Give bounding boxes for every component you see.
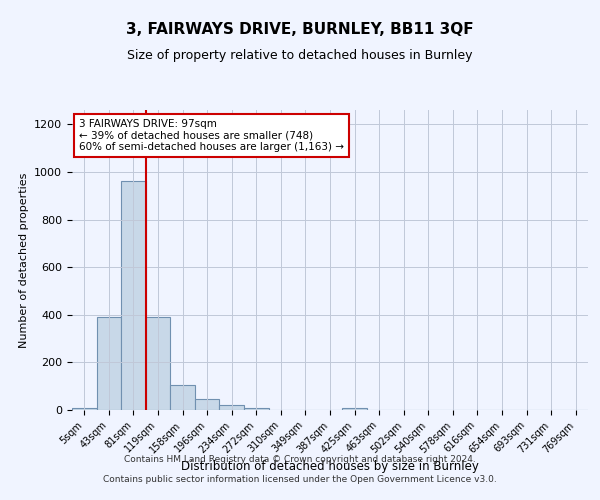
Bar [97, 317, 121, 410]
Text: 3 FAIRWAYS DRIVE: 97sqm
← 39% of detached houses are smaller (748)
60% of semi-d: 3 FAIRWAYS DRIVE: 97sqm ← 39% of detache… [79, 119, 344, 152]
Bar [121, 182, 146, 410]
Bar [195, 398, 220, 410]
Y-axis label: Number of detached properties: Number of detached properties [19, 172, 29, 348]
Text: Size of property relative to detached houses in Burnley: Size of property relative to detached ho… [127, 48, 473, 62]
Text: Contains public sector information licensed under the Open Government Licence v3: Contains public sector information licen… [103, 476, 497, 484]
Bar [220, 405, 244, 410]
Text: 3, FAIRWAYS DRIVE, BURNLEY, BB11 3QF: 3, FAIRWAYS DRIVE, BURNLEY, BB11 3QF [126, 22, 474, 38]
Bar [72, 408, 97, 410]
Bar [244, 408, 269, 410]
Bar [146, 317, 170, 410]
Bar [342, 408, 367, 410]
X-axis label: Distribution of detached houses by size in Burnley: Distribution of detached houses by size … [181, 460, 479, 473]
Bar [170, 385, 195, 410]
Text: Contains HM Land Registry data © Crown copyright and database right 2024.: Contains HM Land Registry data © Crown c… [124, 456, 476, 464]
